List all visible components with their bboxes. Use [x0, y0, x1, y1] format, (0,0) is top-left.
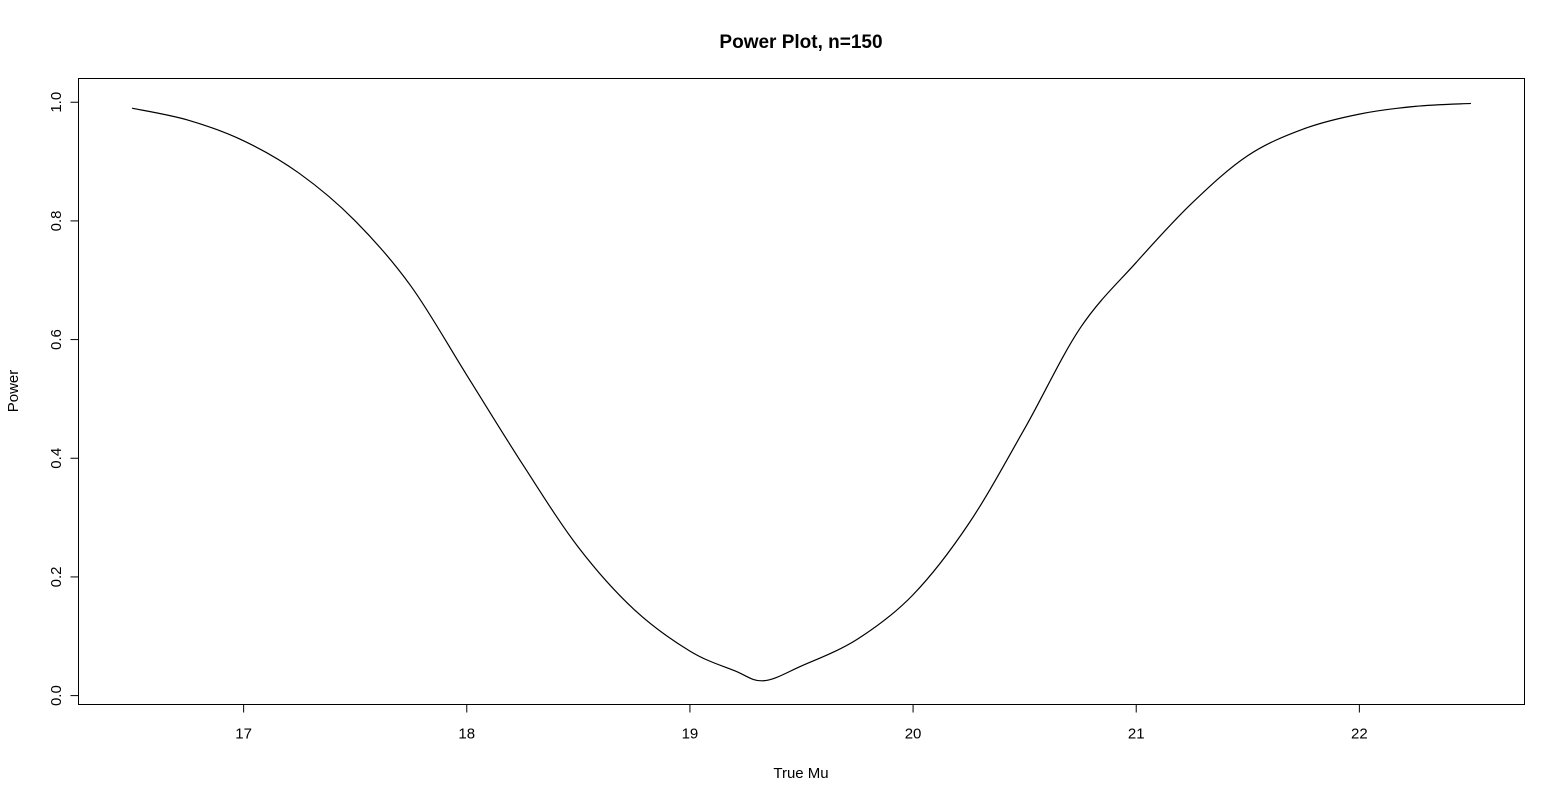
- power-curve: [131, 102, 1471, 682]
- y-tick-label: 0.4: [48, 448, 65, 469]
- x-tick-label: 20: [905, 726, 922, 743]
- x-axis: 17 18 19 20 21 22: [235, 704, 1368, 743]
- y-tick-label: 0.6: [48, 329, 65, 350]
- y-axis: 0.0 0.2 0.4 0.6 0.8 1.0: [48, 92, 79, 706]
- chart-title: Power Plot, n=150: [719, 32, 882, 53]
- plot-frame: [78, 78, 1525, 705]
- x-tick-label: 19: [682, 726, 699, 743]
- x-tick-label: 21: [1128, 726, 1145, 743]
- x-tick-label: 17: [235, 726, 252, 743]
- y-axis-label: Power: [5, 370, 22, 413]
- y-tick-label: 0.8: [48, 210, 65, 231]
- x-tick-label: 18: [458, 726, 475, 743]
- y-tick-label: 1.0: [48, 92, 65, 113]
- y-tick-label: 0.2: [48, 566, 65, 587]
- x-axis-label: True Mu: [773, 765, 828, 782]
- y-tick-label: 0.0: [48, 685, 65, 706]
- x-tick-label: 22: [1351, 726, 1368, 743]
